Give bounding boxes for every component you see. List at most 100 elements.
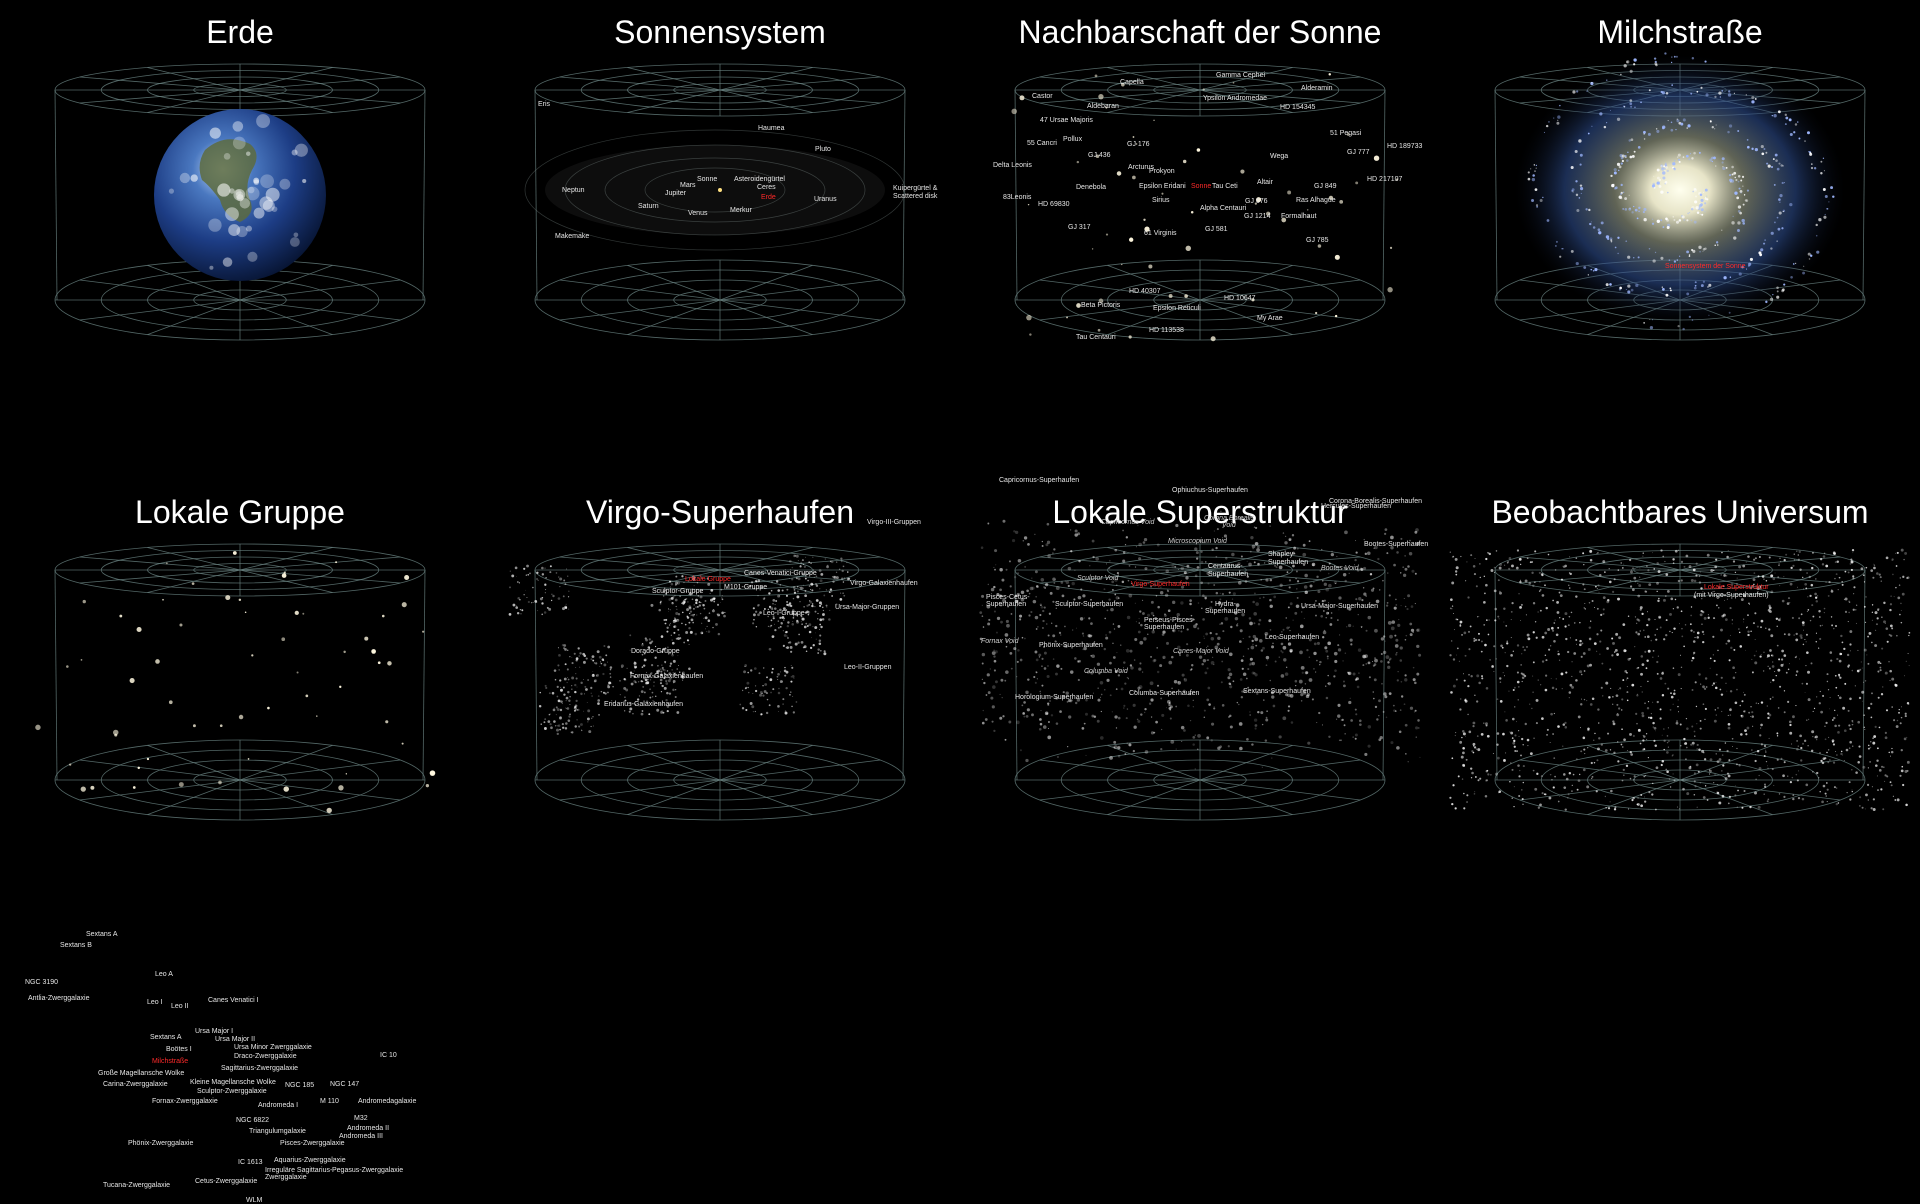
object-label: Superhaufen xyxy=(986,601,1027,608)
object-label: Ras Alhague xyxy=(1296,197,1336,204)
object-label: M101-Gruppe xyxy=(724,584,768,591)
object-label: Gamma Cephei xyxy=(1216,72,1266,79)
object-label: Ophiuchus-Superhaufen xyxy=(1172,487,1248,494)
object-label: Milchstraße xyxy=(152,1058,189,1065)
object-label: Cetus-Zwerggalaxie xyxy=(195,1178,258,1185)
object-label: Ursa-Major-Superhaufen xyxy=(1301,603,1379,610)
object-label: NGC 147 xyxy=(330,1081,360,1088)
object-label: HD 40307 xyxy=(1129,288,1161,295)
object-label: Superhaufen xyxy=(1144,624,1185,631)
object-label: Pisces-Cetus- xyxy=(986,594,1030,601)
object-label: 47 Ursae Majoris xyxy=(1040,117,1093,124)
object-label: Tucana-Zwerggalaxie xyxy=(103,1182,171,1189)
object-label: (mit Virgo-Superhaufen) xyxy=(1694,592,1769,599)
object-label: Leo I xyxy=(147,999,163,1006)
object-label: Corona-Borealis-Superhaufen xyxy=(1329,498,1422,505)
object-label: Sculptor-Zwerggalaxie xyxy=(197,1088,267,1095)
object-label: IC 10 xyxy=(380,1052,397,1059)
object-label: Sextans-Superhaufen xyxy=(1243,688,1311,695)
object-label: IC 1613 xyxy=(238,1159,263,1166)
object-label: Lokale Gruppe xyxy=(685,576,731,583)
panel-erde: Erde xyxy=(0,0,480,480)
cylinder-diagram xyxy=(1494,52,1866,341)
object-label: Hydra- xyxy=(1215,601,1237,608)
object-label: Epsilon Reticuli xyxy=(1153,305,1201,312)
object-label: Corona Borealis xyxy=(1204,515,1255,522)
object-label: Microscopium Void xyxy=(1168,538,1227,545)
cylinder-diagram xyxy=(35,543,436,821)
object-label: Kuipergürtel & xyxy=(893,185,938,192)
object-label: Mars xyxy=(680,182,696,189)
object-label: Asteroidengürtel xyxy=(734,176,785,183)
object-label: Dorado-Gruppe xyxy=(631,648,680,655)
object-label: Superhaufen xyxy=(1268,559,1309,566)
object-label: Wega xyxy=(1270,153,1289,160)
object-label: Bootes Void xyxy=(1321,565,1359,572)
object-label: Bootes-Superhaufen xyxy=(1364,541,1429,548)
object-label: Denebola xyxy=(1076,184,1106,191)
object-label: Fornax-Zwerggalaxie xyxy=(152,1098,218,1105)
object-label: Canes-Venatici-Gruppe xyxy=(744,570,817,577)
object-label: Phönix-Zwerggalaxie xyxy=(128,1140,194,1147)
object-label: 61 Virginis xyxy=(1144,230,1177,237)
object-label: Pegasus-Zwerggalaxie xyxy=(332,1167,404,1174)
object-label: Sagittarius-Zwerggalaxie xyxy=(221,1065,299,1072)
panel-title: Sonnensystem xyxy=(614,14,826,50)
object-label: Zwerggalaxie xyxy=(265,1174,307,1181)
object-label: Sextans A xyxy=(86,931,118,938)
object-label: Pollux xyxy=(1063,136,1083,143)
cylinder-diagram xyxy=(1449,543,1911,821)
object-label: Columba Void xyxy=(1084,668,1128,675)
object-label: Virgo-Galaxienhaufen xyxy=(850,580,918,587)
object-label: Leo A xyxy=(155,971,173,978)
object-label: Pluto xyxy=(815,146,831,153)
object-label: Epsilon Eridani xyxy=(1139,183,1186,190)
object-label: Beta Pictoris xyxy=(1081,302,1121,309)
galaxy-disk xyxy=(1515,55,1845,325)
object-label: GJ 777 xyxy=(1347,149,1370,156)
object-label: Ursa-Major-Gruppen xyxy=(835,604,900,611)
object-label: 55 Cancri xyxy=(1027,140,1057,147)
object-label: Uranus xyxy=(814,196,837,203)
object-label: Scattered disk xyxy=(893,193,938,200)
panel-title: Erde xyxy=(206,14,274,50)
cylinder-diagram xyxy=(979,510,1422,821)
object-label: Capricornus-Superhaufen xyxy=(999,477,1080,484)
object-label: Ceres xyxy=(757,184,776,191)
object-label: Andromedagalaxie xyxy=(358,1098,417,1105)
object-label: Fornax Void xyxy=(981,638,1019,645)
object-label: Alpha Centauri xyxy=(1200,205,1247,212)
object-label: Makemake xyxy=(555,233,590,240)
object-label: Hercules-Superhaufen xyxy=(1321,503,1392,510)
object-label: Superhaufen xyxy=(1205,608,1246,615)
object-label: WLM xyxy=(246,1197,263,1204)
panel-lokale-superstruktur: Lokale Superstruktur Capricornus-Superhau… xyxy=(960,477,1440,960)
object-label: Ypsilon Andromedae xyxy=(1203,95,1268,102)
object-label: Aquarius-Zwerggalaxie xyxy=(274,1157,346,1164)
panel-milchstrasse: Milchstraße Sonnensystem der Sonne xyxy=(1440,0,1920,480)
object-label: Ursa Major II xyxy=(215,1036,256,1043)
object-label: Erde xyxy=(761,194,776,201)
object-label: Tau Ceti xyxy=(1212,183,1238,190)
object-label: Phönix-Superhaufen xyxy=(1039,642,1103,649)
object-label: Leo II xyxy=(171,1003,189,1010)
object-label: Centaurus- xyxy=(1208,563,1243,570)
object-label: Andromeda III xyxy=(339,1133,383,1140)
object-label: GJ 849 xyxy=(1314,183,1337,190)
object-label: 83Leonis xyxy=(1003,194,1032,201)
object-label: Große Magellansche Wolke xyxy=(98,1070,185,1077)
object-label: Triangulumgalaxie xyxy=(249,1128,306,1135)
object-label: Tau Centauri xyxy=(1076,334,1116,341)
cylinder-diagram xyxy=(54,63,426,341)
object-label: Delta Leonis xyxy=(993,162,1032,169)
object-label: Saturn xyxy=(638,203,659,210)
object-label: Andromeda II xyxy=(347,1125,390,1132)
object-label: HD 189733 xyxy=(1387,143,1423,150)
panel-beobachtbares-universum: Beobachtbares Universum Lokale Superstruk… xyxy=(1440,480,1920,960)
object-label: M 110 xyxy=(320,1098,339,1105)
object-label: Sonne xyxy=(697,176,718,183)
object-label: GJ 436 xyxy=(1088,152,1111,159)
panel-title: Lokale Gruppe xyxy=(135,494,345,530)
object-label: GJ 785 xyxy=(1306,237,1329,244)
